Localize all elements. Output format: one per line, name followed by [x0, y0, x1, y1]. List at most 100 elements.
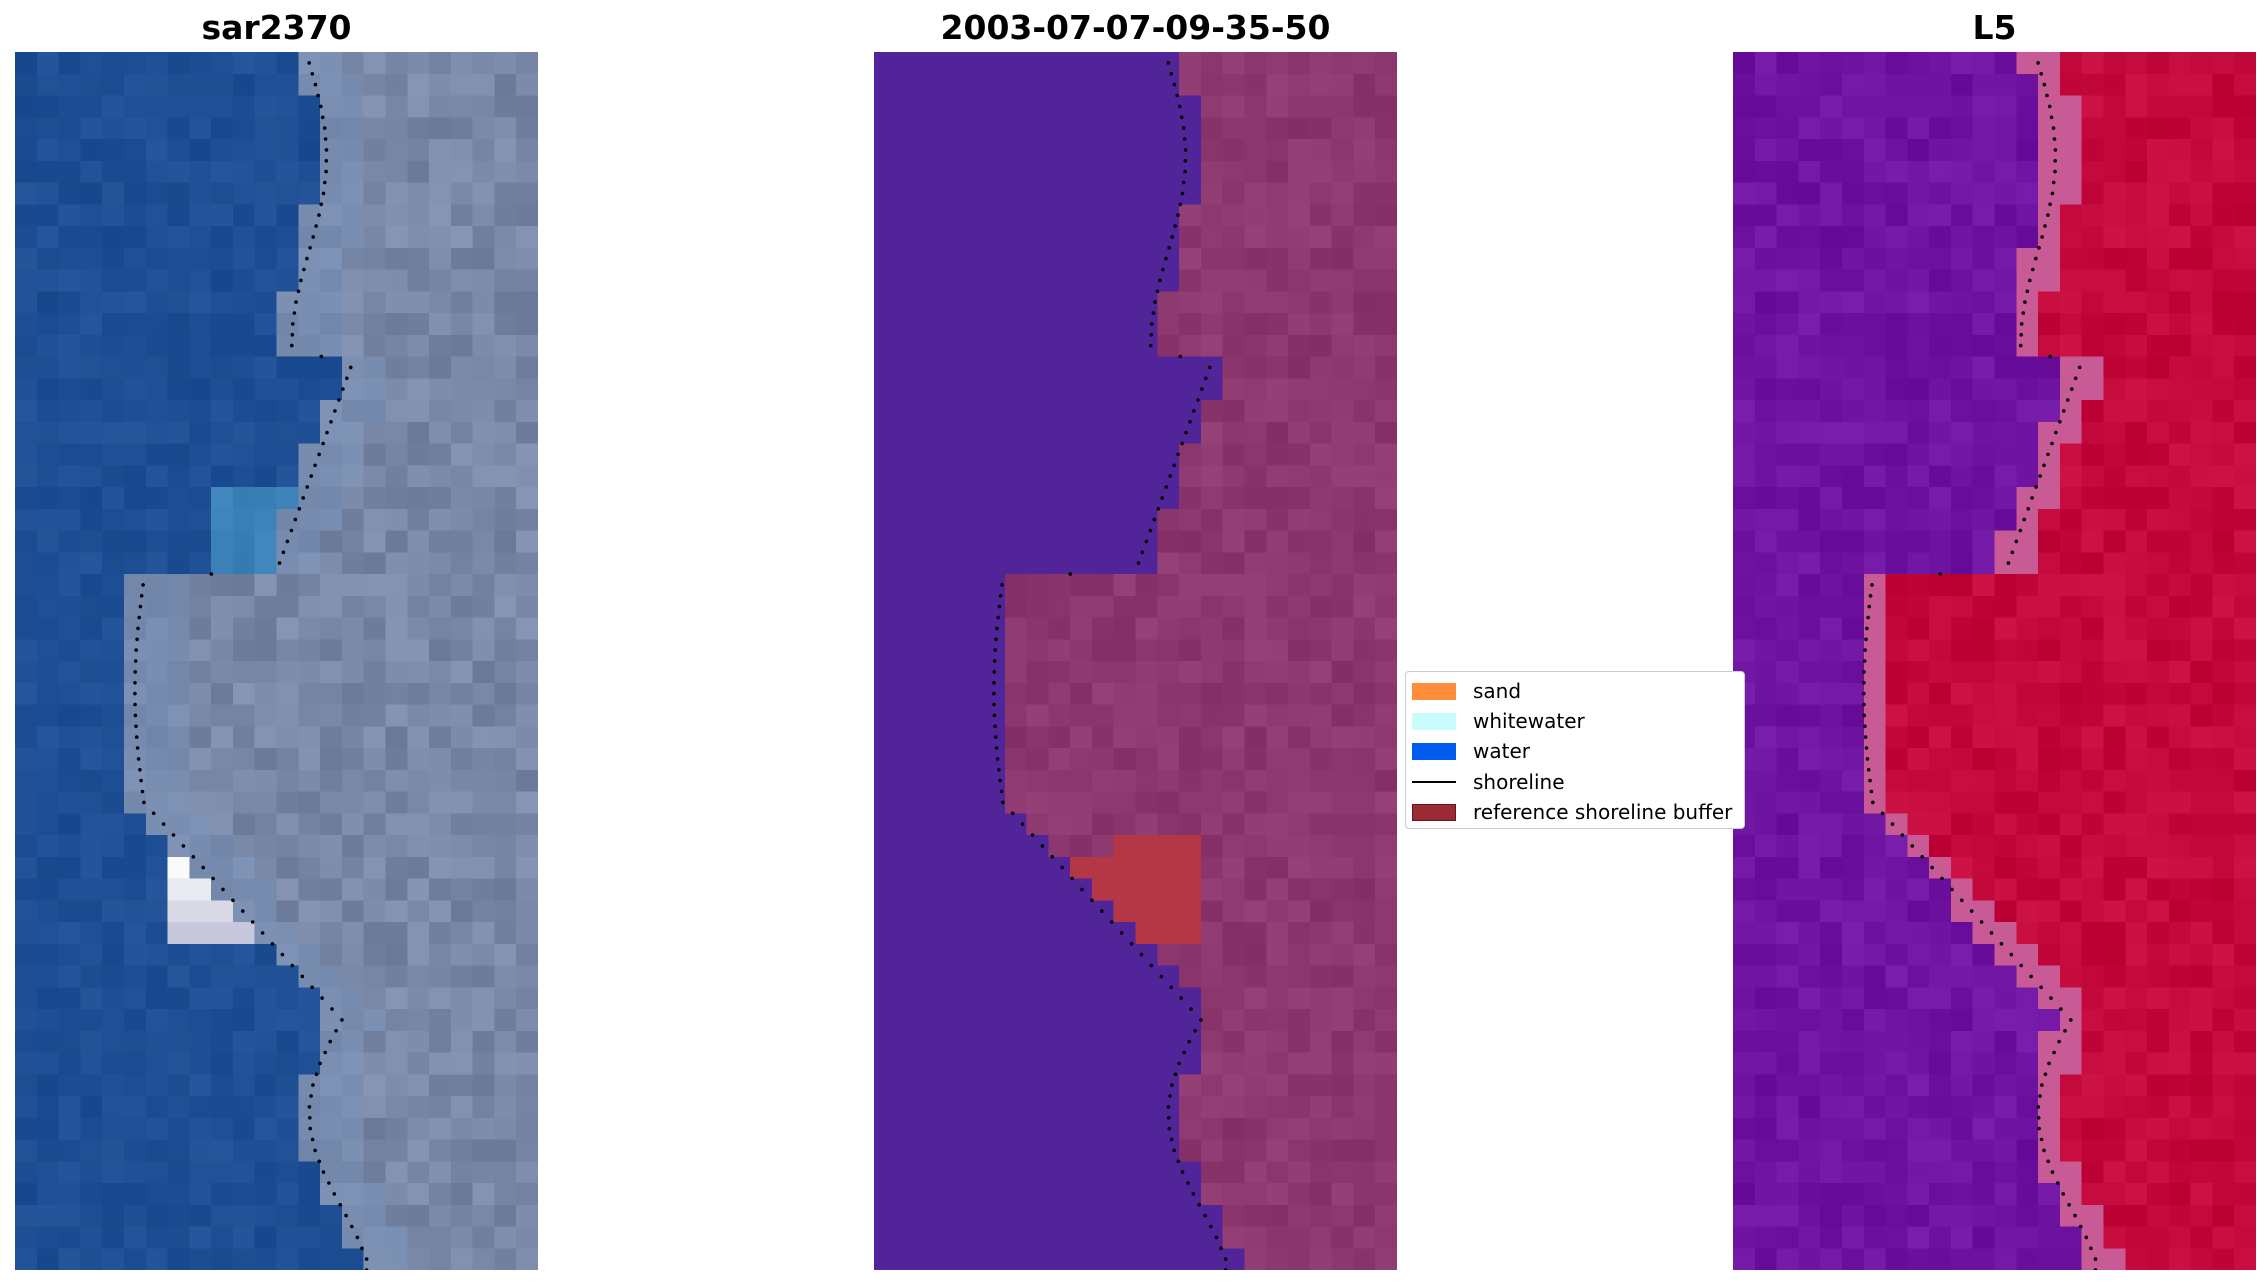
shoreline-point	[280, 952, 285, 957]
shoreline-point	[2053, 159, 2057, 163]
shoreline-point	[1166, 1105, 1171, 1109]
shoreline-point	[1960, 898, 1964, 903]
shoreline-point	[999, 789, 1004, 794]
shoreline-point	[309, 1094, 313, 1098]
legend-label: water	[1473, 739, 1530, 763]
shoreline-point	[1180, 1170, 1185, 1174]
shoreline-point	[1161, 267, 1165, 272]
shoreline-point	[345, 376, 349, 381]
shoreline-point	[1166, 61, 1170, 65]
shoreline-point	[1900, 833, 1905, 837]
shoreline-point	[992, 670, 996, 674]
shoreline-point	[364, 1257, 369, 1261]
shoreline-point	[1068, 572, 1073, 576]
shoreline-point	[2050, 191, 2055, 196]
shoreline-point	[1188, 420, 1192, 424]
shoreline-point	[2052, 1050, 2056, 1055]
shoreline-point	[1183, 159, 1188, 163]
shoreline-point	[329, 420, 333, 424]
shoreline-point	[307, 61, 312, 65]
shoreline-point	[2046, 452, 2050, 457]
shoreline-point	[285, 539, 290, 544]
shoreline-point	[1156, 507, 1161, 511]
shoreline-overlay	[1862, 61, 2098, 1270]
shoreline-point	[1938, 572, 1942, 576]
shoreline-point	[344, 1213, 348, 1218]
shoreline-point	[325, 430, 329, 435]
shoreline-point	[2066, 398, 2070, 402]
shoreline-point	[2038, 1094, 2042, 1098]
shoreline-point	[1199, 1018, 1203, 1022]
shoreline-point	[300, 974, 305, 979]
shoreline-point	[136, 757, 141, 761]
shoreline-point	[2037, 1126, 2041, 1131]
shoreline-point	[1149, 333, 1154, 337]
shoreline-point	[161, 822, 166, 826]
shoreline-point	[1200, 387, 1204, 391]
shoreline-point	[141, 583, 145, 587]
shoreline-point	[1186, 1181, 1190, 1185]
shoreline-point	[1868, 594, 1873, 598]
shoreline-point	[1219, 1246, 1223, 1251]
shoreline-point	[1155, 289, 1160, 294]
shoreline-point	[1999, 942, 2004, 946]
shoreline-point	[1196, 398, 1200, 402]
shoreline-point	[250, 920, 255, 924]
shoreline-point	[2042, 82, 2047, 87]
rgb-image-panel	[15, 52, 538, 1270]
shoreline-point	[1868, 778, 1872, 783]
index-image	[1733, 52, 2256, 1270]
shoreline-point	[1863, 724, 1867, 729]
shoreline-point	[1867, 604, 1871, 609]
shoreline-point	[308, 246, 312, 250]
shoreline-point	[1864, 746, 1869, 750]
shoreline-point	[1920, 855, 1924, 859]
shoreline-point	[2089, 1246, 2093, 1251]
shoreline-point	[231, 898, 235, 903]
shoreline-point	[2025, 289, 2030, 294]
shoreline-point	[2018, 528, 2023, 533]
shoreline-point	[1080, 887, 1084, 892]
shoreline-point	[338, 1203, 343, 1207]
shoreline-point	[321, 1170, 326, 1174]
shoreline-point	[1179, 115, 1184, 120]
shoreline-point	[2048, 202, 2052, 207]
shoreline-point	[133, 702, 137, 707]
shoreline-point	[2047, 104, 2052, 109]
shoreline-point	[2047, 1061, 2051, 1066]
shoreline-point	[201, 865, 205, 870]
shoreline-point	[321, 441, 325, 446]
shoreline-point	[1870, 583, 1874, 587]
shoreline-point	[2039, 1137, 2044, 1142]
shoreline-point	[2031, 267, 2035, 272]
shoreline-point	[133, 691, 137, 696]
shoreline-point	[994, 746, 999, 750]
shoreline-point	[2048, 354, 2052, 359]
shoreline-point	[1863, 648, 1867, 652]
shoreline-point	[2061, 1192, 2065, 1196]
shoreline-point	[321, 191, 326, 196]
shoreline-point	[181, 844, 186, 848]
shoreline-point	[1169, 1137, 1174, 1142]
shoreline-point	[1930, 865, 1934, 870]
shoreline-point	[134, 735, 139, 739]
shoreline-point	[992, 702, 996, 707]
shoreline-point	[340, 1018, 344, 1022]
shoreline-point	[2036, 1116, 2041, 1120]
shoreline-point	[1050, 855, 1055, 859]
shoreline-point	[2043, 1072, 2048, 1077]
shoreline-point	[1119, 931, 1124, 935]
shoreline-point	[327, 1181, 331, 1185]
shoreline-point	[1144, 539, 1149, 544]
shoreline-point	[1865, 757, 1870, 761]
shoreline-point	[1862, 702, 1866, 707]
shoreline-point	[1910, 844, 1915, 848]
shoreline-point	[2050, 441, 2054, 446]
shoreline-point	[2049, 115, 2054, 120]
shoreline-point	[317, 452, 321, 457]
shoreline-point	[337, 398, 341, 402]
shoreline-point	[1159, 974, 1164, 979]
shoreline-point	[209, 572, 214, 576]
shoreline-point	[317, 1159, 322, 1164]
shoreline-point	[140, 789, 145, 794]
